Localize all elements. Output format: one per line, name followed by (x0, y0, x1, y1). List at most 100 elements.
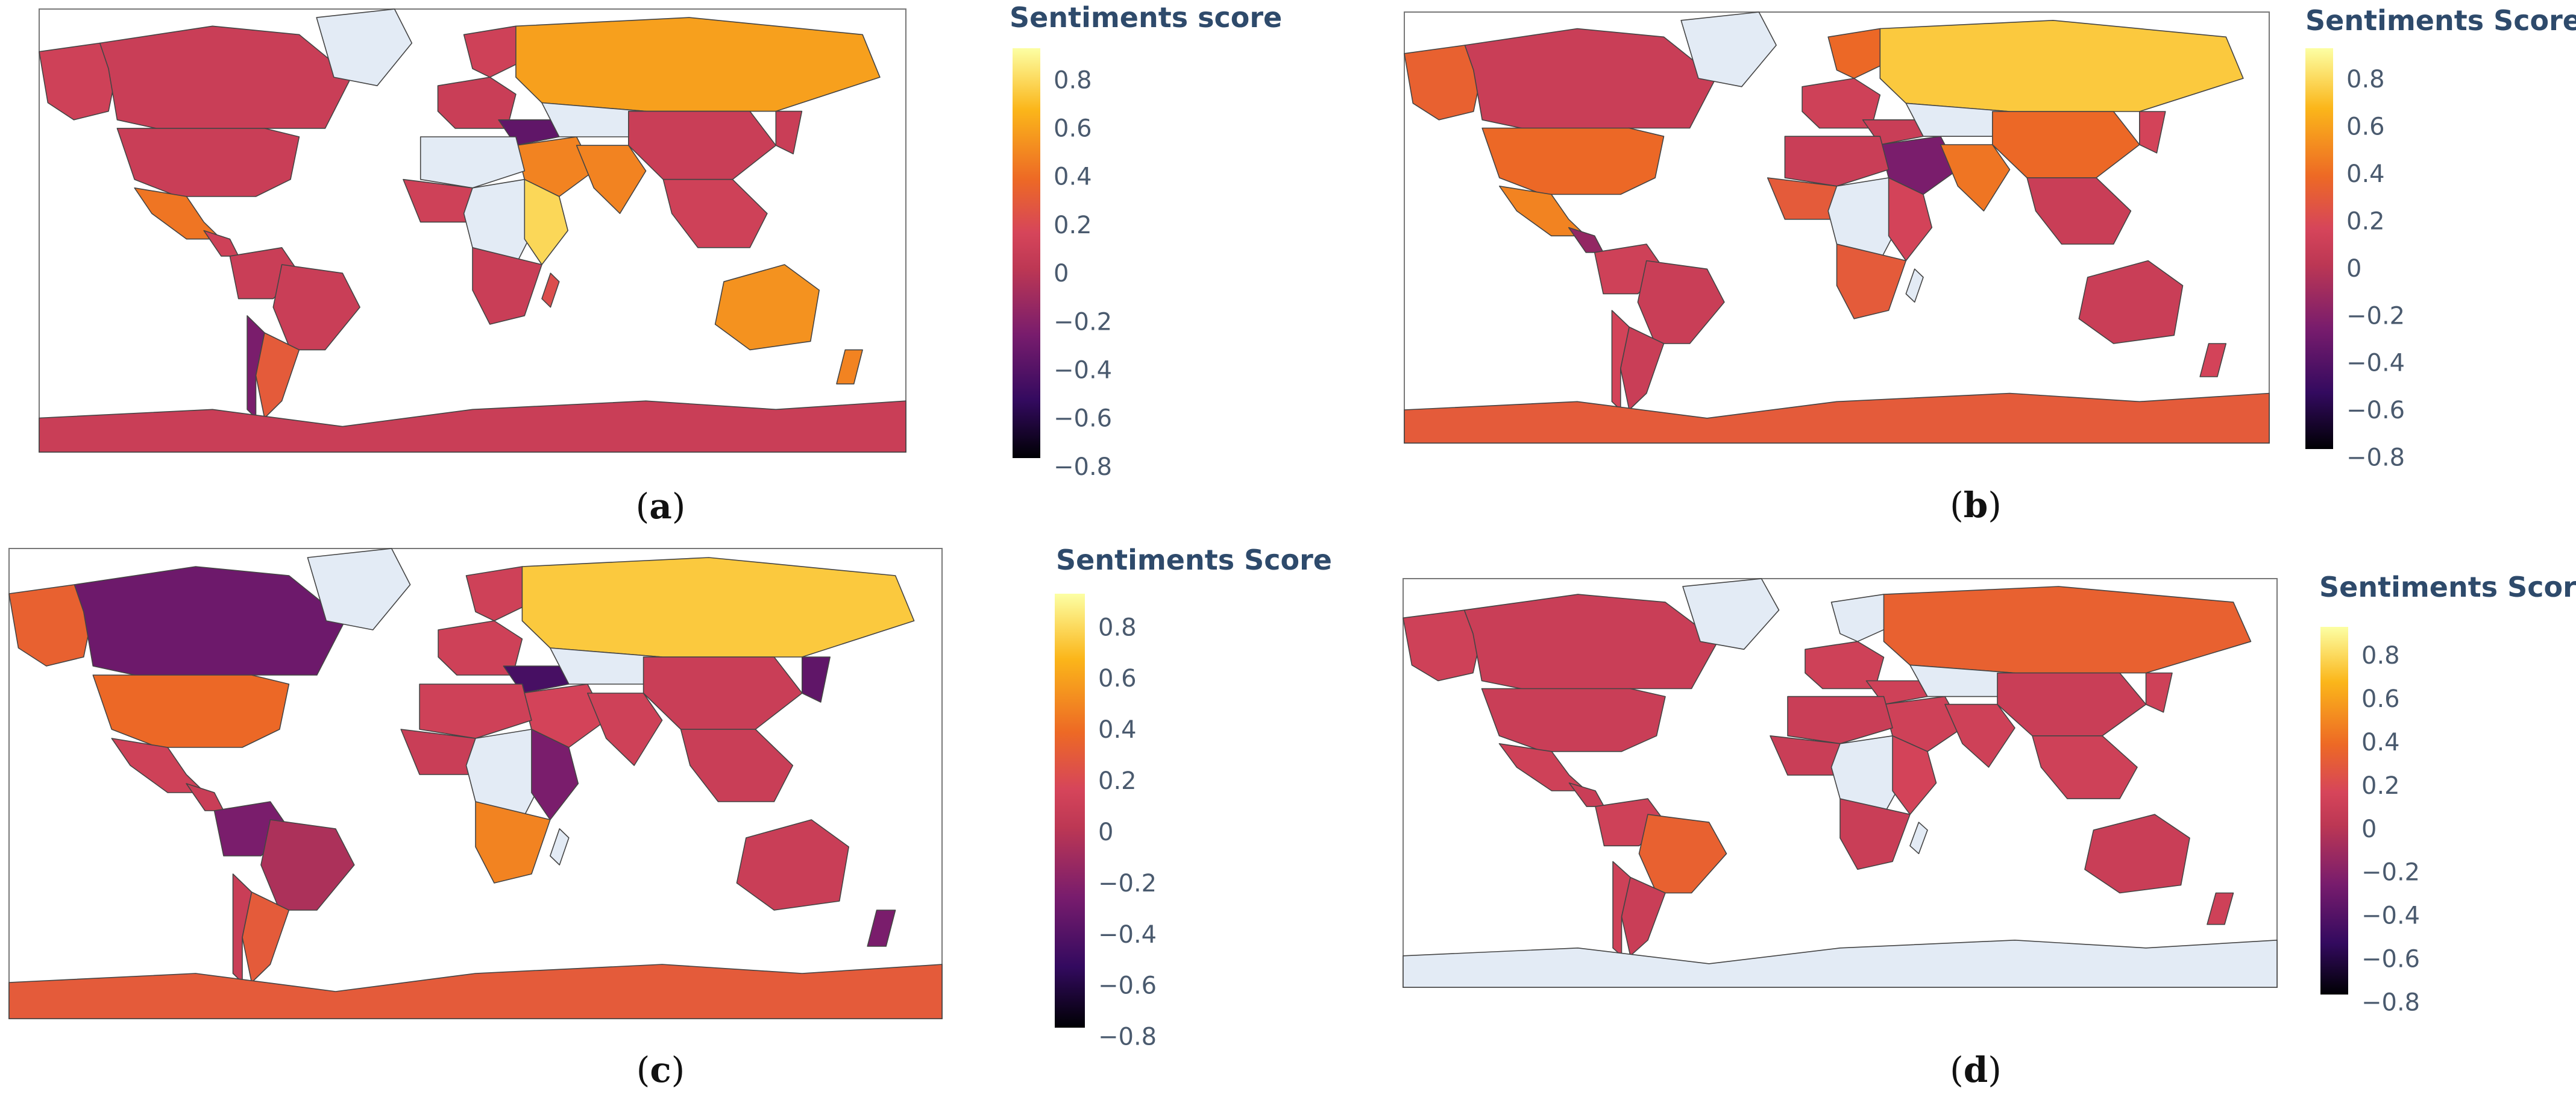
region-madagascar (541, 272, 560, 308)
region-east-africa (524, 178, 569, 265)
region-madagascar (1909, 822, 1928, 855)
colorbar-d: Sentiments Score 0.8 0.6 0.4 0.2 0 −0.2 −0.4 −0.… (2319, 571, 2576, 1017)
region-antarctica (1404, 392, 2270, 444)
region-chile (1611, 310, 1630, 410)
colorbar-tick-label: −0.2 (2346, 302, 2405, 330)
colorbar-tick-label: −0.6 (1098, 972, 1157, 1000)
region-chile (232, 873, 253, 983)
panel-label-b: (b) (1950, 485, 2002, 526)
region-southeast-asia (662, 178, 768, 248)
region-brazil (1638, 814, 1727, 894)
colorbar-tick-label: −0.2 (1098, 870, 1157, 897)
colorbar-tick-label: 0.4 (2346, 160, 2385, 188)
region-southeast-asia (2026, 177, 2132, 245)
region-usa (1481, 688, 1666, 752)
region-southern-africa (475, 801, 551, 884)
region-usa (92, 674, 290, 748)
panel-b: Sentiments Score 0.8 0.6 0.4 0.2 0 −0.2 −0.4 −0.… (1404, 4, 2576, 526)
colorbar-tick-label: −0.8 (1098, 1023, 1157, 1051)
region-north-africa (419, 136, 526, 189)
region-new-zealand (2199, 343, 2227, 377)
colorbar-title: Sentiments Score (2305, 4, 2576, 37)
colorbar-tick-label: 0.2 (2361, 772, 2400, 800)
colorbar-tick-label: 0.2 (1098, 767, 1137, 795)
region-north-america (99, 25, 352, 137)
region-middle-east (1879, 136, 1959, 195)
colorbar-tick-label: 0.2 (1054, 212, 1092, 239)
region-east-africa (531, 729, 579, 820)
region-australia (2078, 260, 2184, 344)
region-usa (116, 128, 300, 197)
colorbar-tick-label: 0 (1054, 260, 1069, 288)
colorbar-a: Sentiments score 0.8 0.6 0.4 0.2 0 −0.2 −0.4 −0.… (1010, 1, 1282, 481)
region-east-africa (1888, 177, 1933, 262)
colorbar-tick-label: −0.6 (1054, 405, 1112, 433)
region-southern-africa (1836, 244, 1907, 319)
colorbar-tick-label: 0.6 (1054, 115, 1092, 143)
region-north-africa (1787, 696, 1893, 744)
colorbar-tick-label: 0.8 (1054, 66, 1092, 94)
colorbar-tick-label: 0.6 (1098, 665, 1137, 693)
colorbar-tick-label: 0.6 (2361, 685, 2400, 713)
colorbar-title: Sentiments score (1010, 1, 1282, 34)
region-north-america (1464, 28, 1717, 137)
region-scandinavia (465, 566, 532, 621)
world-map-a (39, 8, 906, 453)
colorbar-tick-label: −0.4 (1098, 921, 1157, 949)
colorbar-tick-label: 0.8 (2346, 66, 2385, 93)
colorbar-b: Sentiments Score 0.8 0.6 0.4 0.2 0 −0.2 −0.4 −0.… (2305, 4, 2576, 472)
region-india (1940, 144, 2011, 212)
region-scandinavia (1830, 594, 1893, 643)
colorbar-tick-label: 0.8 (2361, 642, 2400, 670)
panel-label-a: (a) (636, 486, 686, 527)
region-chile (247, 315, 265, 419)
colorbar-tick-label: −0.2 (1054, 308, 1112, 336)
region-middle-east (1883, 696, 1963, 752)
region-scandinavia (1827, 28, 1890, 79)
panel-c: Sentiments Score 0.8 0.6 0.4 0.2 0 −0.2 −0.4 −0.… (8, 544, 1332, 1090)
region-new-zealand (2207, 892, 2234, 925)
colorbar-tick-label: 0.8 (1098, 614, 1137, 641)
region-scandinavia (463, 25, 526, 78)
colorbar-tick-label: −0.4 (2346, 350, 2405, 377)
region-antarctica (39, 400, 906, 453)
region-north-america (1463, 594, 1718, 697)
region-japan (2139, 111, 2166, 154)
colorbar-title: Sentiments Score (2319, 571, 2576, 603)
colorbar-tick-label: −0.8 (2346, 444, 2405, 472)
region-madagascar (549, 828, 570, 866)
region-middle-east (515, 136, 595, 197)
colorbar-tick-label: 0.4 (2361, 729, 2400, 756)
region-antarctica (8, 964, 943, 1019)
region-greenland (316, 8, 413, 86)
colorbar-tick-label: −0.4 (2361, 902, 2420, 930)
region-antarctica (1403, 940, 2278, 988)
region-brazil (260, 819, 355, 911)
colorbar-tick-label: 0.2 (2346, 207, 2385, 235)
region-north-america (74, 566, 346, 685)
region-north-africa (419, 684, 532, 739)
colorbar-tick-label: −0.4 (1054, 356, 1112, 384)
region-southeast-asia (2032, 735, 2138, 799)
panel-a: Sentiments score 0.8 0.6 0.4 0.2 0 −0.2 −0.4 −0.… (39, 1, 1282, 527)
colorbar-gradient (1055, 594, 1085, 1028)
colorbar-tick-label: 0 (1098, 819, 1113, 846)
colorbar-tick-label: 0.6 (2346, 113, 2385, 141)
region-chile (1612, 861, 1631, 957)
panel-label-c: (c) (636, 1049, 685, 1090)
region-southeast-asia (680, 729, 794, 802)
colorbar-tick-label: −0.6 (2346, 397, 2405, 424)
world-map-d (1403, 578, 2278, 988)
panel-label-d: (d) (1950, 1049, 2002, 1090)
colorbar-tick-label: −0.8 (2361, 989, 2420, 1017)
colorbar-tick-label: −0.8 (1054, 453, 1112, 481)
colorbar-tick-label: 0.4 (1098, 716, 1137, 744)
region-india (586, 693, 663, 766)
region-australia (736, 819, 849, 911)
colorbar-tick-label: −0.6 (2361, 946, 2420, 973)
region-japan (775, 110, 803, 155)
region-greenland (1682, 578, 1780, 650)
region-india (576, 145, 647, 215)
region-japan (802, 656, 831, 703)
